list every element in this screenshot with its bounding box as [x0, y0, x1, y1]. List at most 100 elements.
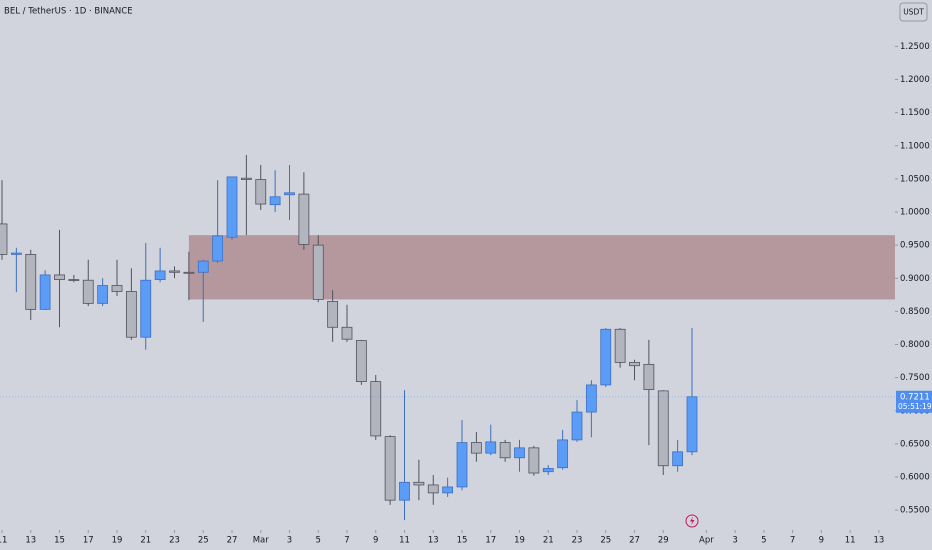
candle [499, 439, 511, 462]
x-tick-label: 7 [790, 536, 795, 546]
alert-bolt[interactable] [690, 516, 695, 526]
y-tick-label: 1.2500 [900, 42, 930, 52]
candle-body [197, 260, 209, 273]
candle-body [10, 252, 22, 255]
candle [528, 445, 540, 476]
candle-body [600, 328, 612, 386]
candle-body [427, 484, 439, 494]
candle-body [470, 442, 482, 454]
x-tick-label: 17 [485, 536, 496, 546]
candle-body [585, 384, 597, 413]
y-tick-label: 1.0500 [900, 174, 930, 184]
candle-body [614, 328, 626, 363]
x-tick-label: 3 [732, 536, 737, 546]
x-tick-label: Apr [699, 536, 714, 546]
candle [542, 465, 554, 476]
x-tick-label: 9 [373, 536, 378, 546]
currency-button[interactable] [899, 2, 928, 22]
y-tick-label: 1.2000 [900, 75, 930, 85]
candle-body [82, 279, 94, 304]
x-tick-label: 3 [287, 536, 292, 546]
x-tick-label: 13 [428, 536, 439, 546]
candle-body [240, 177, 252, 180]
y-tick-label: 0.9000 [900, 274, 930, 284]
candle-body [140, 279, 152, 338]
candle-body [327, 301, 339, 328]
candle-body [657, 390, 669, 467]
x-tick-label: 25 [600, 536, 611, 546]
x-tick-label: 21 [140, 536, 151, 546]
candle [169, 266, 180, 279]
x-tick-label: 15 [457, 536, 468, 546]
candle [226, 176, 238, 240]
x-tick-label: 23 [572, 536, 583, 546]
candle [240, 155, 252, 236]
last-price-label: 0.7211 [900, 392, 930, 402]
x-tick-label: 9 [819, 536, 824, 546]
candle [10, 247, 22, 293]
candle [672, 439, 684, 472]
candle-body [485, 441, 497, 454]
y-tick-label: 0.7500 [900, 373, 930, 383]
y-tick-label: 1.0000 [900, 208, 930, 218]
candle [355, 339, 367, 385]
candle [341, 304, 353, 342]
plot: 0.55000.60000.65000.70000.75000.80000.85… [0, 42, 932, 546]
x-tick-label: 5 [761, 536, 766, 546]
candle [485, 424, 497, 456]
candle-body [154, 270, 166, 280]
candle [312, 235, 324, 303]
x-tick-label: 21 [543, 536, 554, 546]
candle [571, 400, 583, 442]
candle [557, 429, 569, 470]
candle-body [125, 291, 137, 338]
chart-title: BEL / TetherUS · 1D · BINANCE [4, 7, 133, 17]
candle-body [672, 451, 684, 467]
candle-body [542, 467, 554, 473]
last-price-box [896, 390, 932, 413]
candle-body [528, 447, 540, 474]
candle [25, 249, 37, 320]
candle-body [557, 439, 569, 469]
candle [629, 359, 640, 381]
candle [140, 243, 152, 350]
candle-body [370, 381, 382, 437]
candle [427, 475, 439, 505]
candle [470, 431, 482, 462]
candle-body [442, 486, 454, 494]
candle [39, 270, 51, 311]
candle-body [269, 196, 281, 206]
y-tick-label: 0.9500 [900, 241, 930, 251]
candle [97, 278, 109, 307]
candle-body [169, 270, 180, 273]
alert-circle[interactable] [685, 514, 699, 528]
candle-body [514, 447, 525, 459]
x-tick-label: 17 [83, 536, 94, 546]
candle [212, 180, 224, 264]
x-tick-label: 13 [25, 536, 36, 546]
candle-body [686, 396, 698, 453]
x-tick-label: 11 [0, 536, 7, 546]
candle [686, 327, 698, 456]
candle [442, 477, 454, 497]
candle-body [54, 274, 65, 280]
candle-body [212, 235, 224, 262]
candle [298, 172, 310, 250]
candle-body [111, 285, 123, 292]
candle [327, 290, 339, 342]
candle-body [68, 279, 80, 281]
y-tick-label: 1.1500 [900, 108, 930, 118]
candle-body [39, 274, 51, 310]
candle [600, 327, 612, 387]
candle-body [413, 481, 425, 486]
candle-body [284, 192, 295, 196]
alert-icon[interactable] [685, 514, 699, 528]
x-tick-label: 11 [399, 536, 410, 546]
candle [197, 259, 209, 322]
candle [585, 380, 597, 438]
x-tick-label: 15 [54, 536, 65, 546]
candle-body [499, 442, 511, 459]
currency-label[interactable]: USDT [903, 8, 924, 17]
candle-body [355, 340, 367, 382]
